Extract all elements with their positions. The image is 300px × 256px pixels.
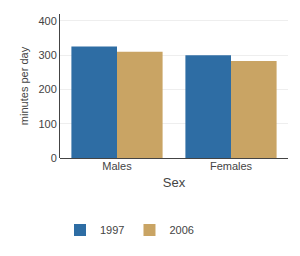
svg-text:0: 0: [51, 152, 57, 164]
svg-text:Sex: Sex: [163, 175, 186, 190]
svg-text:100: 100: [38, 118, 56, 130]
svg-text:Females: Females: [210, 160, 253, 172]
svg-text:minutes per day: minutes per day: [18, 46, 30, 125]
svg-text:200: 200: [38, 83, 56, 95]
svg-text:2006: 2006: [169, 224, 193, 236]
svg-text:1997: 1997: [100, 224, 124, 236]
svg-text:300: 300: [38, 49, 56, 61]
svg-text:400: 400: [38, 15, 56, 27]
svg-text:Males: Males: [102, 160, 132, 172]
